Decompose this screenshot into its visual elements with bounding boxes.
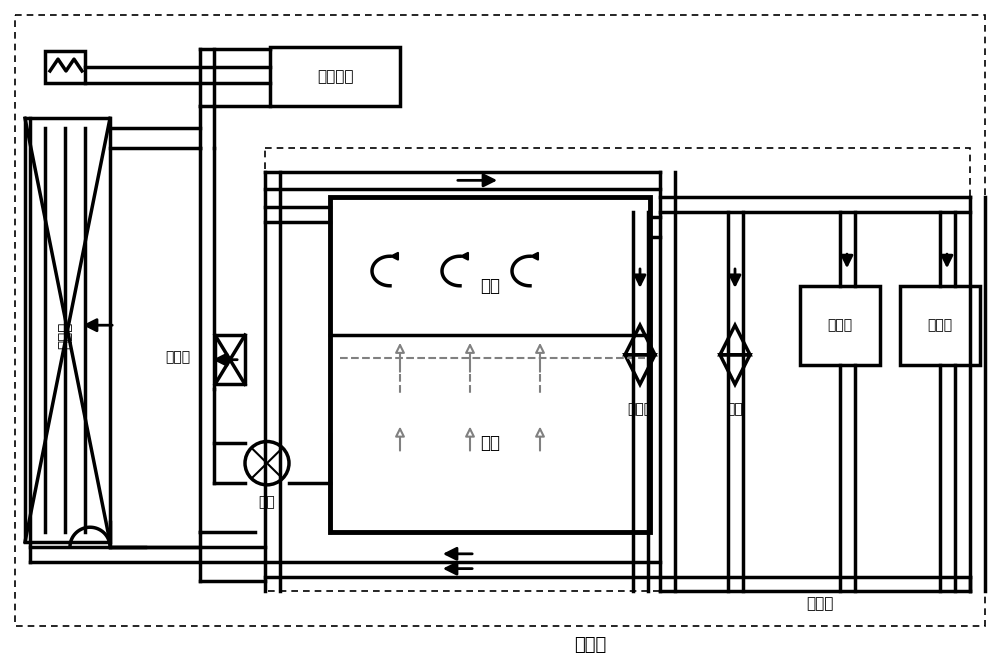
Text: 膨胀水壶: 膨胀水壶 [317, 70, 353, 85]
Bar [330, 197, 650, 532]
Bar [25, 118, 110, 542]
Bar [800, 286, 880, 365]
Text: 气节门: 气节门 [927, 318, 953, 332]
Text: 缸体: 缸体 [480, 434, 500, 453]
Text: 小循环: 小循环 [806, 596, 834, 611]
Text: 油冷器: 油冷器 [627, 402, 653, 416]
Text: 节温器: 节温器 [165, 350, 191, 363]
Text: 散热器: 散热器 [58, 321, 72, 349]
Bar [900, 286, 980, 365]
Text: 水泵: 水泵 [259, 495, 275, 510]
Text: 暖风: 暖风 [727, 402, 743, 416]
Text: 增压器: 增压器 [827, 318, 853, 332]
Text: 大循环: 大循环 [574, 636, 606, 653]
Bar [265, 148, 970, 591]
Text: 缸盖: 缸盖 [480, 277, 500, 295]
Bar [270, 47, 400, 106]
Bar [45, 51, 85, 83]
Bar [215, 335, 245, 384]
